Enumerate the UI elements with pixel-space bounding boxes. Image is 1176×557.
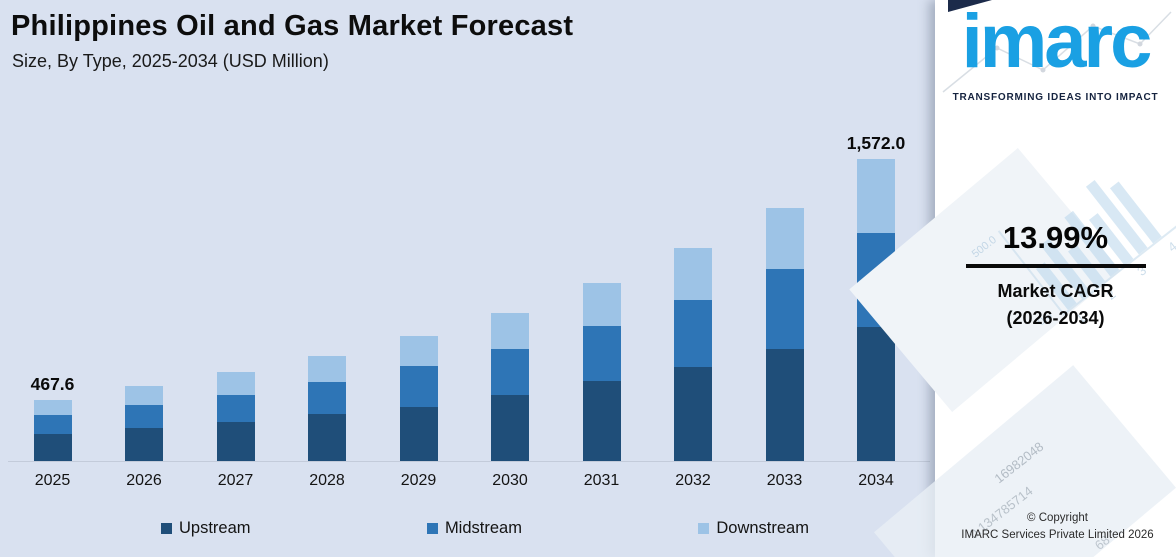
x-axis-line <box>8 461 930 462</box>
bar-segment-downstream-2034 <box>857 159 895 233</box>
bar-segment-upstream-2029 <box>399 407 438 461</box>
bar-segment-upstream-2028 <box>308 414 346 461</box>
x-axis-label-2029: 2029 <box>400 472 437 489</box>
bar-segment-midstream-2032 <box>674 300 712 367</box>
copyright-line2: IMARC Services Private Limited 2026 <box>961 528 1154 541</box>
page-title: Philippines Oil and Gas Market Forecast <box>11 10 574 42</box>
cagr-label: Market CAGR <box>997 281 1114 301</box>
x-axis-label-2025: 2025 <box>34 472 71 489</box>
bar-segment-midstream-2026 <box>125 405 163 428</box>
bar-total-label-2034: 1,572.0 <box>846 133 906 153</box>
x-axis-label-2032: 2032 <box>675 472 711 489</box>
bar-segment-midstream-2025 <box>33 415 72 434</box>
x-axis-label-2033: 2033 <box>766 472 803 489</box>
bar-segment-upstream-2025 <box>33 434 72 461</box>
copyright: © Copyright IMARC Services Private Limit… <box>945 510 1170 543</box>
chart-area: Philippines Oil and Gas Market Forecast … <box>8 10 930 538</box>
bar-segment-downstream-2026 <box>125 386 163 405</box>
legend-item-midstream: Midstream <box>426 519 522 538</box>
x-axis-label-2028: 2028 <box>309 472 345 489</box>
chart-legend: Upstream Midstream Downstream <box>161 519 809 538</box>
legend-label: Upstream <box>179 519 251 537</box>
x-axis-label-2031: 2031 <box>583 472 620 489</box>
bar-segment-upstream-2031 <box>582 381 621 461</box>
bar-segment-downstream-2028 <box>308 356 346 382</box>
x-axis-label-2027: 2027 <box>217 472 254 489</box>
bar-segment-upstream-2027 <box>216 422 255 461</box>
cagr-value: 13.99% <box>1002 220 1109 255</box>
bar-total-label-2025: 467.6 <box>30 374 75 394</box>
legend-item-downstream: Downstream <box>698 519 809 538</box>
bar-segment-midstream-2030 <box>491 349 529 395</box>
logo-tagline: TRANSFORMING IDEAS INTO IMPACT <box>952 92 1159 103</box>
legend-item-upstream: Upstream <box>161 519 251 538</box>
bar-segment-upstream-2034 <box>857 327 895 461</box>
bar-segment-midstream-2033 <box>765 269 804 349</box>
bar-segment-upstream-2033 <box>765 349 804 461</box>
bar-segment-upstream-2032 <box>674 367 712 461</box>
x-axis-label-2034: 2034 <box>858 472 894 489</box>
network-decoration <box>942 11 1172 93</box>
legend-swatch-midstream <box>426 523 438 534</box>
brand-panel: 500.0 0.0 1 2 3 4 16982048 0.134785714 6… <box>849 0 1176 557</box>
bar-segment-downstream-2025 <box>33 400 72 415</box>
bar-segment-downstream-2030 <box>491 313 529 349</box>
legend-swatch-downstream <box>698 523 710 534</box>
bar-segment-upstream-2030 <box>491 395 529 461</box>
bar-segment-midstream-2027 <box>216 395 255 422</box>
cagr-period-label: (2026-2034) <box>1006 308 1105 328</box>
bar-segment-downstream-2029 <box>399 336 438 366</box>
bar-segment-downstream-2033 <box>765 208 804 269</box>
cagr-divider <box>966 264 1146 268</box>
bar-segment-midstream-2028 <box>308 382 346 414</box>
bar-segment-downstream-2027 <box>216 372 255 395</box>
legend-swatch-upstream <box>161 523 172 534</box>
legend-label: Midstream <box>444 519 522 537</box>
page-subtitle: Size, By Type, 2025-2034 (USD Million) <box>12 51 329 71</box>
bar-chart: 2025 2026 2027 2028 2029 2030 2031 2032 2033 2034… <box>8 133 930 489</box>
bar-segment-downstream-2032 <box>674 248 712 300</box>
x-axis-label-2030: 2030 <box>492 472 528 489</box>
legend-label: Downstream <box>716 519 809 537</box>
imarc-logo: imarc <box>961 0 1153 84</box>
x-axis-label-2026: 2026 <box>126 472 162 489</box>
bar-segment-upstream-2026 <box>125 428 163 461</box>
bar-segment-midstream-2029 <box>399 366 438 407</box>
copyright-line1: © Copyright <box>1027 512 1088 524</box>
bar-segment-midstream-2031 <box>582 326 621 381</box>
bar-segment-downstream-2031 <box>582 283 621 326</box>
